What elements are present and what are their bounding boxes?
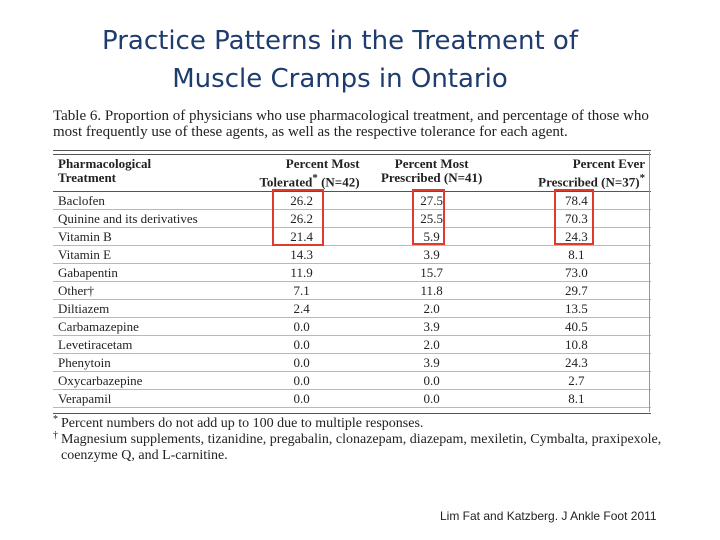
table-header-row: Pharmacological Treatment Percent Most Tol… [53, 156, 651, 193]
cell-ever-prescribed: 2.7 [501, 371, 651, 391]
cell-treatment: Verapamil [53, 389, 242, 409]
cell-treatment: Diltiazem [53, 299, 242, 319]
table-row: Other† 7.1 11.8 29.7 [53, 281, 651, 301]
cell-most-prescribed: 11.8 [361, 281, 502, 301]
cell-most-prescribed: 0.0 [361, 389, 502, 409]
highlight-box-tolerated [272, 189, 324, 246]
table-row: Levetiracetam 0.0 2.0 10.8 [53, 335, 651, 355]
slide-title-line1: Practice Patterns in the Treatment of [102, 26, 578, 56]
cell-tolerated: 2.4 [241, 299, 362, 319]
header-most-prescribed: Percent Most Prescribed (N=41) [361, 156, 502, 193]
table-container: Pharmacological Treatment Percent Most Tol… [53, 150, 651, 414]
table-row: Gabapentin 11.9 15.7 73.0 [53, 263, 651, 283]
cell-most-prescribed: 5.9 [361, 227, 502, 247]
cell-ever-prescribed: 24.3 [501, 353, 651, 373]
cell-most-prescribed: 25.5 [361, 209, 502, 229]
cell-tolerated: 14.3 [241, 245, 362, 265]
header-tolerated: Percent Most Tolerated* (N=42) [241, 156, 362, 193]
cell-most-prescribed: 27.5 [361, 191, 502, 211]
table-right-rule [649, 152, 650, 412]
cell-most-prescribed: 0.0 [361, 371, 502, 391]
table-row: Oxycarbazepine 0.0 0.0 2.7 [53, 371, 651, 391]
cell-treatment: Quinine and its derivatives [53, 209, 242, 229]
table-row: Diltiazem 2.4 2.0 13.5 [53, 299, 651, 319]
footnote-1: * Percent numbers do not add up to 100 du… [53, 414, 424, 431]
cell-most-prescribed: 3.9 [361, 353, 502, 373]
slide-title-line2: Muscle Cramps in Ontario [172, 64, 508, 94]
cell-ever-prescribed: 10.8 [501, 335, 651, 355]
cell-treatment: Baclofen [53, 191, 242, 211]
cell-tolerated: 11.9 [241, 263, 362, 283]
footnote-2: † Magnesium supplements, tizanidine, preg… [53, 430, 662, 463]
slide-title: Practice Patterns in the Treatment of Mu… [60, 22, 620, 98]
citation: Lim Fat and Katzberg. J Ankle Foot 2011 [440, 509, 657, 523]
cell-ever-prescribed: 13.5 [501, 299, 651, 319]
cell-treatment: Gabapentin [53, 263, 242, 283]
treatment-table: Pharmacological Treatment Percent Most Tol… [53, 156, 651, 409]
cell-ever-prescribed: 24.3 [501, 227, 651, 247]
footnotes: * Percent numbers do not add up to 100 du… [53, 414, 673, 464]
cell-most-prescribed: 3.9 [361, 317, 502, 337]
table-caption: Table 6. Proportion of physicians who us… [53, 108, 649, 140]
cell-ever-prescribed: 70.3 [501, 209, 651, 229]
cell-most-prescribed: 3.9 [361, 245, 502, 265]
highlight-box-most-prescribed [412, 189, 445, 245]
cell-treatment: Carbamazepine [53, 317, 242, 337]
cell-most-prescribed: 15.7 [361, 263, 502, 283]
cell-ever-prescribed: 29.7 [501, 281, 651, 301]
table-body: Baclofen 26.2 27.5 78.4 Quinine and its deri… [53, 191, 651, 409]
cell-ever-prescribed: 78.4 [501, 191, 651, 211]
cell-treatment: Other† [53, 281, 242, 301]
table-row: Baclofen 26.2 27.5 78.4 [53, 191, 651, 211]
cell-treatment: Vitamin B [53, 227, 242, 247]
cell-ever-prescribed: 73.0 [501, 263, 651, 283]
cell-tolerated: 26.2 [241, 191, 362, 211]
header-ever-prescribed: Percent Ever Prescribed (N=37)* [501, 156, 651, 193]
cell-treatment: Levetiracetam [53, 335, 242, 355]
table-row: Verapamil 0.0 0.0 8.1 [53, 389, 651, 409]
highlight-box-ever-prescribed [554, 189, 594, 245]
cell-tolerated: 7.1 [241, 281, 362, 301]
cell-tolerated: 0.0 [241, 371, 362, 391]
cell-most-prescribed: 2.0 [361, 299, 502, 319]
cell-ever-prescribed: 8.1 [501, 389, 651, 409]
table-row: Vitamin E 14.3 3.9 8.1 [53, 245, 651, 265]
cell-tolerated: 26.2 [241, 209, 362, 229]
cell-ever-prescribed: 8.1 [501, 245, 651, 265]
cell-tolerated: 0.0 [241, 317, 362, 337]
cell-tolerated: 0.0 [241, 389, 362, 409]
cell-treatment: Vitamin E [53, 245, 242, 265]
cell-ever-prescribed: 40.5 [501, 317, 651, 337]
table-row: Vitamin B 21.4 5.9 24.3 [53, 227, 651, 247]
cell-most-prescribed: 2.0 [361, 335, 502, 355]
table-row: Quinine and its derivatives 26.2 25.5 70.3 [53, 209, 651, 229]
table-row: Phenytoin 0.0 3.9 24.3 [53, 353, 651, 373]
table-row: Carbamazepine 0.0 3.9 40.5 [53, 317, 651, 337]
cell-tolerated: 0.0 [241, 335, 362, 355]
cell-treatment: Oxycarbazepine [53, 371, 242, 391]
header-treatment: Pharmacological Treatment [53, 156, 242, 193]
cell-treatment: Phenytoin [53, 353, 242, 373]
cell-tolerated: 0.0 [241, 353, 362, 373]
